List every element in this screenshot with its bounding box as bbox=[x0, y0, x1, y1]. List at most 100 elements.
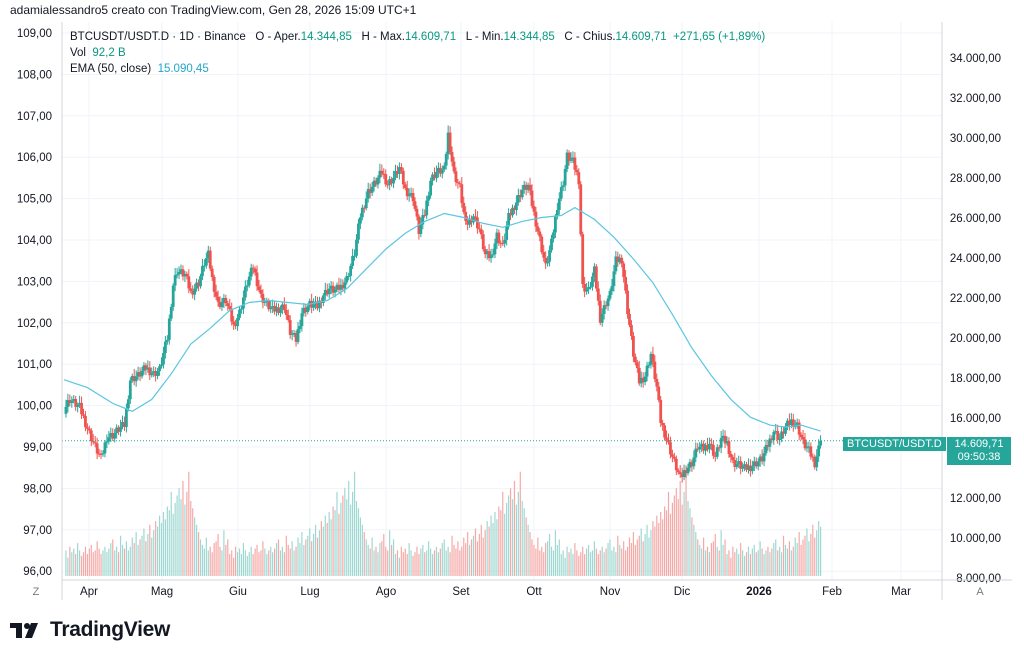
volume-bar bbox=[192, 508, 194, 576]
volume-bar bbox=[773, 543, 775, 576]
axis-scale-button-left[interactable]: Z bbox=[33, 586, 40, 598]
candle-body bbox=[762, 453, 766, 462]
candle-body bbox=[431, 174, 434, 181]
candle-body bbox=[353, 255, 356, 257]
volume-bar bbox=[313, 533, 315, 576]
volume-bar bbox=[808, 541, 810, 576]
volume-bar bbox=[790, 550, 792, 576]
volume-bar bbox=[166, 506, 168, 576]
candle-body bbox=[715, 447, 719, 457]
volume-bar bbox=[751, 548, 753, 576]
volume-bar bbox=[781, 552, 783, 576]
volume-bar bbox=[104, 546, 106, 576]
volume-bar bbox=[129, 546, 131, 576]
volume-bar bbox=[587, 544, 590, 576]
candle-body bbox=[782, 431, 785, 434]
candle-body bbox=[298, 326, 302, 330]
volume-bar bbox=[502, 491, 504, 576]
auto-scale-button[interactable]: A bbox=[976, 586, 984, 598]
candle-body bbox=[474, 216, 477, 218]
right-axis-tick: 32.000,00 bbox=[950, 93, 1001, 105]
last-price-tag: 14.609,71 09:50:38 bbox=[947, 437, 1011, 465]
candle-body bbox=[456, 182, 460, 184]
volume-bar bbox=[699, 544, 701, 576]
candle-body bbox=[448, 132, 452, 153]
volume-bar bbox=[238, 548, 241, 576]
tradingview-logo-icon bbox=[10, 623, 38, 638]
volume-bar bbox=[747, 546, 750, 576]
candle-body bbox=[626, 290, 629, 314]
volume-bar bbox=[683, 491, 685, 576]
candle-body bbox=[552, 232, 555, 239]
volume-bar bbox=[632, 532, 634, 576]
volume-bar bbox=[767, 546, 769, 576]
candle-body bbox=[481, 234, 485, 250]
volume-bar bbox=[279, 550, 282, 576]
volume-bar bbox=[547, 541, 549, 576]
volume-bar bbox=[114, 550, 116, 576]
candle-body bbox=[620, 257, 624, 264]
volume-bar bbox=[215, 541, 217, 576]
volume-bar bbox=[539, 550, 541, 576]
candle-body bbox=[571, 157, 575, 160]
left-axis-tick: 100,00 bbox=[17, 401, 52, 413]
volume-bar bbox=[71, 552, 73, 576]
volume-bar bbox=[506, 502, 508, 576]
volume-bar bbox=[94, 550, 96, 576]
candle-body bbox=[750, 466, 754, 472]
volume-bar bbox=[660, 511, 662, 576]
candle-body bbox=[288, 320, 292, 335]
volume-bar bbox=[689, 508, 691, 576]
candle-body bbox=[649, 353, 653, 365]
candle-body bbox=[784, 426, 787, 434]
candle-body bbox=[360, 207, 364, 218]
candle-body bbox=[598, 300, 602, 323]
candle-body bbox=[140, 370, 144, 377]
volume-bar bbox=[486, 521, 488, 576]
left-axis-tick: 106,00 bbox=[17, 152, 52, 164]
candle-body bbox=[799, 434, 803, 438]
volume-bar bbox=[149, 524, 151, 576]
candle-body bbox=[156, 371, 159, 376]
candle-body bbox=[115, 427, 119, 434]
volume-bar bbox=[322, 526, 324, 576]
volume-bar bbox=[740, 543, 742, 576]
volume-bar bbox=[299, 543, 301, 576]
volume-bar bbox=[541, 546, 543, 576]
volume-bar bbox=[664, 506, 666, 576]
volume-bar bbox=[433, 550, 436, 576]
candle-body bbox=[727, 441, 731, 454]
candle-body bbox=[403, 184, 407, 188]
right-axis-tick: 24.000,00 bbox=[950, 253, 1001, 265]
legend-volume: Vol 92,2 B bbox=[70, 47, 126, 59]
candle-body bbox=[725, 441, 729, 444]
volume-bar bbox=[523, 508, 525, 576]
volume-bar bbox=[451, 535, 453, 576]
volume-bar bbox=[365, 539, 367, 576]
volume-bar bbox=[708, 552, 711, 576]
candle-body bbox=[99, 453, 103, 455]
candle-body bbox=[600, 313, 604, 323]
candle-body bbox=[756, 461, 760, 467]
volume-bar bbox=[467, 532, 469, 576]
brand-logo[interactable]: TradingView bbox=[10, 618, 170, 642]
candle-body bbox=[331, 285, 335, 293]
candle-body bbox=[355, 239, 358, 256]
candle-body bbox=[68, 400, 72, 403]
candle-body bbox=[491, 254, 495, 256]
candle-body bbox=[228, 306, 232, 309]
candle-body bbox=[433, 174, 436, 179]
volume-bars bbox=[65, 471, 822, 576]
volume-bar bbox=[416, 546, 418, 576]
volume-bar bbox=[777, 550, 779, 576]
volume-bar bbox=[609, 539, 611, 576]
candle-body bbox=[516, 195, 520, 203]
volume-bar bbox=[201, 544, 204, 576]
candle-body bbox=[770, 438, 774, 441]
candle-body bbox=[304, 307, 308, 313]
volume-bar bbox=[656, 515, 658, 576]
volume-bar bbox=[533, 544, 535, 576]
candle-body bbox=[130, 375, 134, 381]
volume-bar bbox=[718, 550, 720, 576]
